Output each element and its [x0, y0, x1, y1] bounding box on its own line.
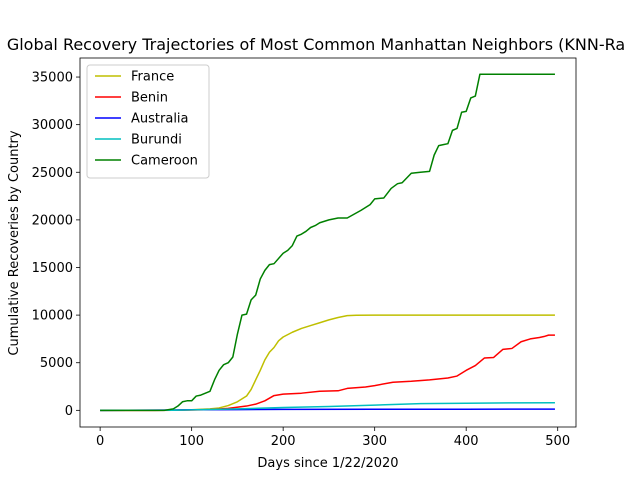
series-line-cameroon [100, 73, 555, 412]
x-tick-label: 300 [362, 434, 387, 449]
y-tick-label: 5000 [40, 356, 73, 371]
x-tick-label: 200 [271, 434, 296, 449]
legend-label-france: France [131, 70, 174, 85]
y-tick-label: 10000 [32, 309, 73, 324]
legend-label-burundi: Burundi [131, 133, 182, 148]
axes-frame [79, 57, 577, 428]
x-tick-label: 400 [454, 434, 479, 449]
y-tick-label: 30000 [32, 118, 73, 133]
axes: 0 100 200 300 400 500050001000015000200002500… [32, 57, 577, 449]
y-tick-label: 15000 [32, 261, 73, 276]
legend-box [86, 64, 210, 179]
legend: France Benin Australia Burundi Cameroon [86, 64, 210, 179]
series-line-burundi [100, 401, 555, 412]
x-tick-label: 500 [545, 434, 570, 449]
chart-title: Global Recovery Trajectories of Most Com… [7, 35, 625, 54]
y-tick-label: 35000 [32, 71, 73, 86]
y-tick-label: 25000 [32, 166, 73, 181]
x-tick-label: 0 [96, 434, 104, 449]
x-axis-title: Days since 1/22/2020 [257, 456, 398, 471]
plot-area [100, 73, 555, 412]
series-line-benin [100, 334, 555, 412]
legend-label-australia: Australia [131, 112, 189, 127]
y-tick-label: 0 [65, 404, 73, 419]
legend-label-cameroon: Cameroon [131, 154, 198, 169]
x-tick-label: 100 [179, 434, 204, 449]
y-axis-title: Cumulative Recoveries by Country [7, 130, 22, 355]
legend-label-benin: Benin [131, 91, 168, 106]
series-line-france [100, 314, 555, 412]
y-tick-label: 20000 [32, 213, 73, 228]
